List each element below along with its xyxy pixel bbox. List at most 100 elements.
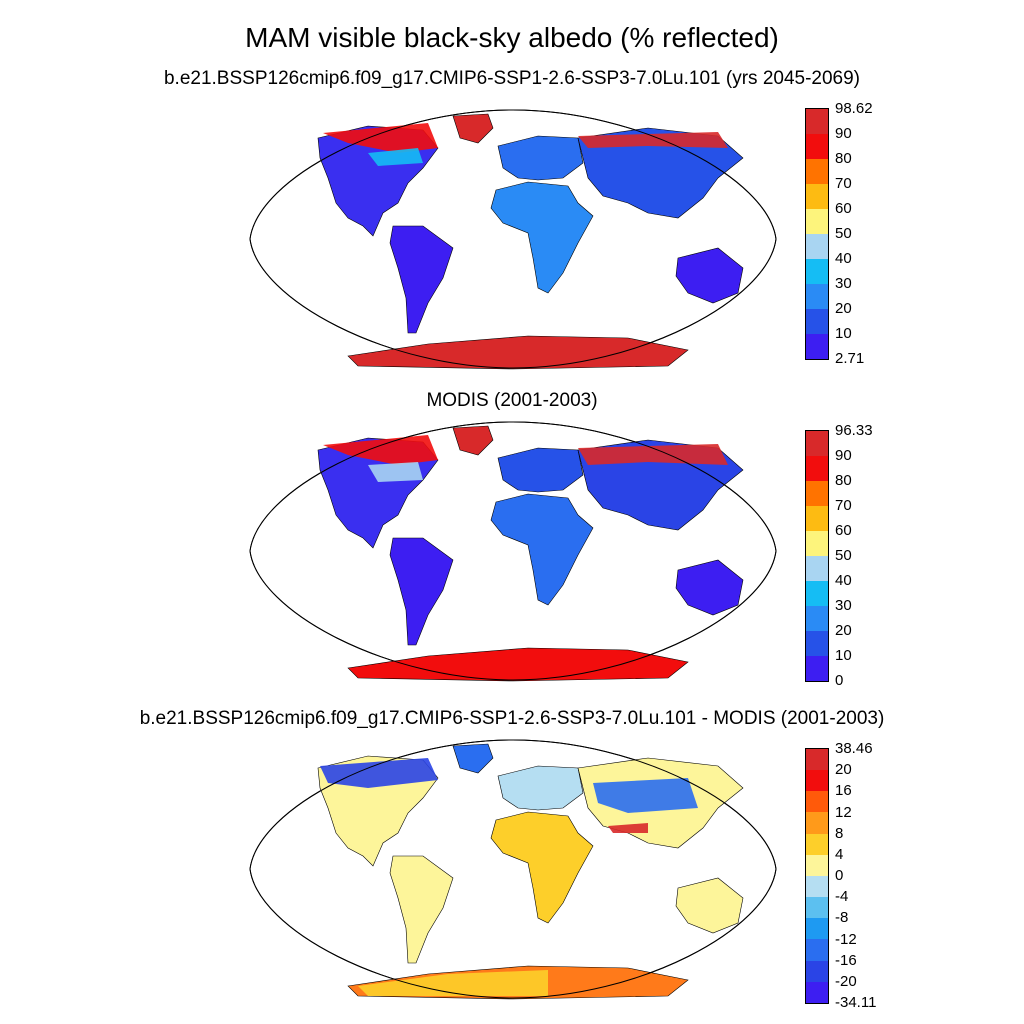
colorbar-swatch: [806, 309, 828, 334]
land-samerica: [389, 855, 454, 964]
colorbar-swatch: [806, 812, 828, 834]
colorbar-tick-label: 50: [835, 547, 852, 564]
land-australia: [675, 247, 744, 304]
colorbar-swatch: [806, 631, 828, 656]
colorbar-swatch: [806, 531, 828, 556]
land-europe: [497, 765, 584, 811]
land-africa: [490, 493, 594, 606]
land-antarctica: [347, 647, 689, 682]
colorbar-swatch: [806, 481, 828, 506]
colorbar-tick-label: -8: [835, 909, 849, 927]
albedo-region: [578, 444, 728, 465]
colorbar-swatch: [806, 506, 828, 531]
colorbar-swatch: [806, 918, 828, 940]
albedo-region: [358, 970, 548, 996]
albedo-region: [323, 123, 438, 153]
map-border: [249, 421, 777, 681]
panel1-subtitle: b.e21.BSSP126cmip6.f09_g17.CMIP6-SSP1-2.…: [163, 68, 861, 89]
colorbar-tick-label: 12: [835, 803, 852, 821]
colorbar-swatch: [806, 209, 828, 234]
land-europe: [497, 447, 584, 493]
colorbar-swatch: [806, 854, 828, 876]
colorbar-swatch: [806, 770, 828, 792]
colorbar-tick-label: 60: [835, 200, 852, 217]
colorbar-tick-label: 80: [835, 472, 852, 489]
colorbar-tick-label: 70: [835, 175, 852, 192]
colorbar-swatch: [806, 606, 828, 631]
colorbar-tick-label: 10: [835, 325, 852, 342]
map-border: [249, 109, 777, 369]
colorbar-swatch: [806, 749, 828, 771]
colorbar-swatch: [806, 456, 828, 481]
colorbar-swatch: [806, 791, 828, 813]
colorbar-tick-label: 80: [835, 150, 852, 167]
panel1-map: [249, 109, 777, 370]
land-greenland: [452, 113, 494, 144]
colorbar-swatch: [806, 875, 828, 898]
albedo-region: [593, 778, 698, 813]
colorbar-tick-label: 60: [835, 522, 852, 539]
albedo-region: [368, 462, 423, 482]
albedo-region: [368, 148, 423, 166]
colorbar-swatch: [806, 581, 828, 606]
colorbar-tick-label: 20: [835, 622, 852, 639]
land-africa: [490, 181, 594, 294]
colorbar-tick-label: 98.62: [835, 100, 873, 117]
colorbar-tick-label: 20: [835, 300, 852, 317]
colorbar-swatch: [806, 184, 828, 209]
albedo-region: [320, 758, 438, 788]
colorbar-tick-label: 90: [835, 125, 852, 142]
colorbar-tick-label: 38.46: [835, 740, 873, 757]
land-samerica: [389, 225, 454, 334]
colorbar-swatch: [806, 159, 828, 184]
colorbar-tick-label: -16: [835, 951, 857, 969]
colorbar-tick-label: 16: [835, 782, 852, 800]
colorbar-tick-label: -34.11: [835, 994, 877, 1011]
colorbar-tick-label: 0: [835, 867, 844, 884]
colorbar-swatch: [806, 960, 828, 982]
colorbar-tick-label: 70: [835, 497, 852, 514]
land-samerica: [389, 537, 454, 646]
land-australia: [675, 877, 744, 934]
colorbar-tick-label: 0: [835, 672, 844, 689]
colorbar-swatch: [806, 284, 828, 309]
panel2-subtitle: MODIS (2001-2003): [426, 390, 598, 411]
colorbar-swatch: [806, 109, 828, 134]
albedo-region: [608, 823, 648, 833]
colorbar-tick-label: 30: [835, 275, 852, 292]
colorbar-swatch: [806, 134, 828, 159]
colorbar-swatch: [806, 833, 828, 855]
colorbar-swatch: [806, 939, 828, 961]
colorbar-tick-label: 20: [835, 761, 852, 779]
colorbar-tick-label: 50: [835, 225, 852, 242]
land-greenland: [452, 743, 494, 774]
colorbar-swatch: [806, 656, 828, 681]
albedo-region: [323, 435, 438, 465]
colorbar-tick-label: 4: [835, 845, 844, 863]
panel2-map: [249, 421, 777, 682]
land-greenland: [452, 425, 494, 456]
colorbar-swatch: [806, 234, 828, 259]
colorbar-tick-label: 40: [835, 250, 852, 267]
colorbar-tick-label: -20: [835, 972, 857, 990]
land-europe: [497, 135, 584, 181]
colorbar-tick-label: -4: [835, 888, 849, 906]
colorbar-tick-label: 96.33: [835, 422, 873, 439]
panel1-colorbar: [805, 108, 829, 360]
land-australia: [675, 559, 744, 616]
albedo-region: [578, 132, 728, 148]
land-africa: [490, 811, 594, 924]
colorbar-tick-label: 10: [835, 647, 852, 664]
colorbar-swatch: [806, 431, 828, 456]
panel3-colorbar: [805, 748, 829, 1004]
main-title: MAM visible black-sky albedo (% reflecte…: [245, 22, 779, 53]
colorbar-swatch: [806, 259, 828, 284]
panel3-map: [249, 739, 777, 1000]
land-antarctica: [347, 335, 689, 370]
colorbar-tick-label: 2.71: [835, 350, 865, 367]
map-border: [249, 739, 777, 999]
colorbar-swatch: [806, 556, 828, 581]
panel3-subtitle: b.e21.BSSP126cmip6.f09_g17.CMIP6-SSP1-2.…: [139, 708, 885, 729]
colorbar-swatch: [806, 981, 828, 1003]
colorbar-swatch: [806, 334, 828, 359]
